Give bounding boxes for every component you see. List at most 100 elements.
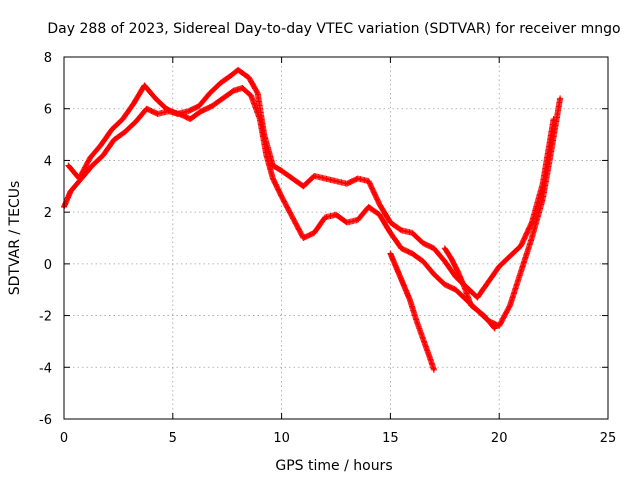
y-tick-label-6: 6 xyxy=(44,103,52,118)
data-point-1-1 xyxy=(78,177,81,180)
data-point-0-20 xyxy=(265,154,268,157)
series-trace-c xyxy=(387,250,437,373)
data-point-0-42 xyxy=(498,324,501,328)
data-point-0-36 xyxy=(432,273,436,276)
data-point-1-12 xyxy=(197,104,201,108)
data-point-1-15 xyxy=(230,73,233,77)
data-point-0-8 xyxy=(145,107,148,110)
points-layer xyxy=(61,66,564,373)
data-point-2-7 xyxy=(432,368,436,372)
data-point-1-40 xyxy=(487,280,490,284)
series-trace-a xyxy=(61,85,564,329)
y-tick-label-7: 8 xyxy=(44,51,52,66)
data-point-0-21 xyxy=(271,177,275,180)
data-point-0-30 xyxy=(367,205,370,209)
data-point-0-1 xyxy=(69,190,72,193)
data-point-1-28 xyxy=(356,177,359,180)
data-point-1-14 xyxy=(219,81,222,85)
series-trace-d xyxy=(441,245,498,332)
data-point-0-22 xyxy=(280,195,283,198)
data-point-0-9 xyxy=(156,112,159,116)
data-point-0-16 xyxy=(232,89,235,92)
data-point-0-17 xyxy=(241,86,244,90)
plot-frame xyxy=(63,56,609,420)
data-point-1-24 xyxy=(313,174,316,178)
data-point-0-4 xyxy=(101,154,105,157)
x-tick-label-0: 0 xyxy=(60,431,68,446)
chart-title: Day 288 of 2023, Sidereal Day-to-day VTE… xyxy=(47,21,620,37)
x-tick-label-5: 25 xyxy=(600,431,617,446)
data-point-1-3 xyxy=(99,143,103,147)
data-point-0-31 xyxy=(378,213,381,216)
axes-layer: 0 5 10 15 20 25 -6 -4 -2 0 2 4 6 8 xyxy=(39,51,616,446)
series-trace-b-markers xyxy=(65,66,557,301)
y-tick-label-5: 4 xyxy=(44,154,52,169)
data-point-1-8 xyxy=(154,97,157,100)
data-point-2-0 xyxy=(389,252,392,255)
data-point-0-45 xyxy=(530,236,534,240)
data-point-2-5 xyxy=(421,337,425,341)
data-point-1-31 xyxy=(389,221,392,224)
data-point-1-42 xyxy=(508,254,512,258)
data-point-0-48 xyxy=(558,97,562,100)
data-point-1-35 xyxy=(432,247,436,250)
x-tick-label-1: 5 xyxy=(169,431,177,446)
y-tick-label-2: -2 xyxy=(39,310,52,325)
y-axis-label: SDTVAR / TECUs xyxy=(7,181,23,296)
data-point-3-4 xyxy=(469,304,473,307)
data-point-1-20 xyxy=(271,164,275,167)
data-point-0-35 xyxy=(421,260,425,263)
data-point-1-13 xyxy=(208,92,211,95)
data-point-0-3 xyxy=(91,164,94,167)
data-point-1-0 xyxy=(67,164,70,167)
data-point-0-26 xyxy=(323,216,327,219)
data-point-0-24 xyxy=(302,236,305,240)
data-point-0-18 xyxy=(249,94,253,97)
data-point-1-25 xyxy=(323,177,327,180)
data-point-1-37 xyxy=(454,275,457,278)
data-point-1-21 xyxy=(280,169,283,172)
data-point-1-19 xyxy=(262,133,266,136)
data-point-1-33 xyxy=(410,231,414,235)
data-point-0-28 xyxy=(345,221,349,224)
x-axis-label: GPS time / hours xyxy=(275,458,392,474)
data-point-1-5 xyxy=(121,117,124,121)
data-point-1-10 xyxy=(175,112,179,116)
x-tick-label-4: 20 xyxy=(491,431,508,446)
data-point-0-13 xyxy=(199,110,203,113)
data-point-2-6 xyxy=(428,355,431,359)
data-point-3-0 xyxy=(443,247,446,250)
data-point-3-5 xyxy=(476,309,479,312)
data-point-0-38 xyxy=(454,288,457,291)
x-tick-label-2: 10 xyxy=(273,431,290,446)
data-point-0-37 xyxy=(443,283,446,286)
data-point-0-34 xyxy=(410,252,414,255)
data-point-3-2 xyxy=(456,270,460,273)
y-tick-label-0: -6 xyxy=(39,413,52,428)
data-point-1-34 xyxy=(421,241,425,245)
series-trace-b xyxy=(65,66,557,301)
data-point-1-6 xyxy=(132,102,135,105)
data-point-1-2 xyxy=(88,156,92,160)
data-point-1-29 xyxy=(367,179,370,183)
data-point-1-43 xyxy=(519,244,523,247)
data-point-3-6 xyxy=(482,314,486,317)
y-tick-label-4: 2 xyxy=(44,206,52,221)
data-point-3-8 xyxy=(493,327,497,330)
data-point-1-16 xyxy=(236,68,240,72)
data-point-0-27 xyxy=(334,213,338,216)
data-point-1-44 xyxy=(530,221,534,224)
data-point-1-32 xyxy=(400,229,403,232)
data-point-1-36 xyxy=(443,260,446,263)
data-point-3-7 xyxy=(489,322,492,325)
data-point-0-5 xyxy=(112,138,116,141)
data-point-0-14 xyxy=(210,104,214,108)
data-point-2-3 xyxy=(408,298,412,302)
data-point-0-6 xyxy=(123,130,127,134)
data-point-0-12 xyxy=(189,117,192,121)
data-point-1-23 xyxy=(302,185,305,188)
data-point-1-17 xyxy=(247,76,251,79)
data-point-1-46 xyxy=(552,117,555,121)
data-point-2-4 xyxy=(415,319,418,322)
